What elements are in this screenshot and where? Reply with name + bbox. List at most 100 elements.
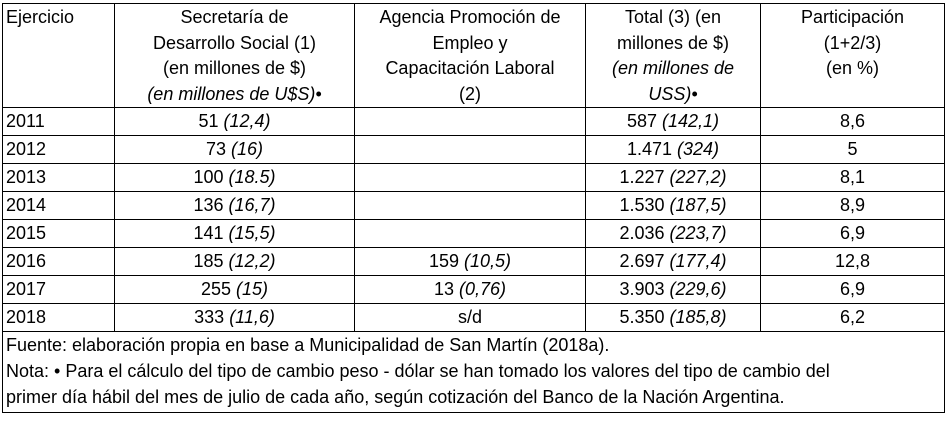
year-value: 2018 <box>6 307 47 327</box>
cell-participacion: 6,9 <box>760 275 945 304</box>
cell-participacion: 12,8 <box>760 247 945 276</box>
header-row: Ejercicio Secretaría de Desarrollo Socia… <box>2 3 945 108</box>
participacion-value: 6,9 <box>839 223 866 243</box>
cell-secretaria: 141 (15,5) <box>114 219 355 248</box>
cell-participacion: 8,1 <box>760 163 945 192</box>
table-row: 2016 185 (12,2) 159 (10,5) 2.697 (177,4) 12,… <box>2 247 945 276</box>
total-pesos: 1.471 <box>626 139 672 159</box>
sds-pesos: 141 <box>193 223 224 243</box>
cell-secretaria: 255 (15) <box>114 275 355 304</box>
year-value: 2011 <box>6 111 45 131</box>
total-pesos: 2.697 <box>619 251 665 271</box>
total-pesos: 5.350 <box>619 307 665 327</box>
cell-year: 2013 <box>2 163 115 192</box>
sds-usd: (12,4) <box>223 111 271 131</box>
cell-total: 1.471 (324) <box>585 135 761 164</box>
cell-secretaria: 136 (16,7) <box>114 191 355 220</box>
year-value: 2012 <box>6 139 47 159</box>
table-body: 2011 51 (12,4) 587 (142,1) 8,6 2012 73 (16) 1.… <box>2 107 945 332</box>
cell-agencia <box>354 135 586 164</box>
participacion-value: 8,6 <box>839 111 866 131</box>
total-pesos: 587 <box>626 111 657 131</box>
cell-secretaria: 100 (18.5) <box>114 163 355 192</box>
year-value: 2013 <box>6 167 47 187</box>
cell-secretaria: 333 (11,6) <box>114 303 355 332</box>
participacion-value: 6,9 <box>839 279 866 299</box>
participacion-value: 8,1 <box>839 167 866 187</box>
footer-row: Fuente: elaboración propia en base a Mun… <box>2 331 945 413</box>
sds-usd: (15,5) <box>228 223 276 243</box>
table-footnote: Fuente: elaboración propia en base a Mun… <box>2 331 945 413</box>
sds-pesos: 333 <box>194 307 225 327</box>
cell-year: 2012 <box>2 135 115 164</box>
note-line-2: primer día hábil del mes de julio de cad… <box>6 387 785 407</box>
sds-usd: (15) <box>236 279 269 299</box>
year-value: 2014 <box>6 195 47 215</box>
cell-agencia <box>354 191 586 220</box>
source-note: Fuente: elaboración propia en base a Mun… <box>6 335 610 355</box>
agencia-usd: (0,76) <box>459 279 507 299</box>
sds-usd: (12,2) <box>228 251 276 271</box>
sds-pesos: 185 <box>193 251 224 271</box>
cell-total: 2.697 (177,4) <box>585 247 761 276</box>
cell-total: 1.530 (187,5) <box>585 191 761 220</box>
total-pesos: 2.036 <box>619 223 665 243</box>
agencia-pesos: 159 <box>428 251 459 271</box>
cell-total: 1.227 (227,2) <box>585 163 761 192</box>
cell-year: 2018 <box>2 303 115 332</box>
header-secretaria: Secretaría de Desarrollo Social (1) (en … <box>114 3 355 108</box>
year-value: 2017 <box>6 279 47 299</box>
participacion-value: 5 <box>847 139 858 159</box>
total-usd: (324) <box>677 139 720 159</box>
total-usd: (185,8) <box>669 307 727 327</box>
total-usd: (227,2) <box>669 167 727 187</box>
sds-pesos: 73 <box>205 139 226 159</box>
cell-year: 2016 <box>2 247 115 276</box>
budget-table: Ejercicio Secretaría de Desarrollo Socia… <box>2 3 945 413</box>
sds-pesos: 255 <box>200 279 231 299</box>
sds-usd: (11,6) <box>229 307 275 327</box>
sds-usd: (18.5) <box>228 167 276 187</box>
cell-total: 3.903 (229,6) <box>585 275 761 304</box>
cell-participacion: 8,6 <box>760 107 945 136</box>
cell-participacion: 6,9 <box>760 219 945 248</box>
cell-total: 5.350 (185,8) <box>585 303 761 332</box>
sds-pesos: 100 <box>193 167 224 187</box>
table-row: 2018 333 (11,6) s/d 5.350 (185,8) 6,2 <box>2 303 945 332</box>
table-row: 2017 255 (15) 13 (0,76) 3.903 (229,6) 6,9 <box>2 275 945 304</box>
total-usd: (177,4) <box>669 251 727 271</box>
agencia-pesos: 13 <box>433 279 454 299</box>
cell-year: 2014 <box>2 191 115 220</box>
cell-participacion: 8,9 <box>760 191 945 220</box>
year-value: 2016 <box>6 251 47 271</box>
header-ejercicio: Ejercicio <box>2 3 115 108</box>
cell-total: 2.036 (223,7) <box>585 219 761 248</box>
agencia-usd: (10,5) <box>464 251 512 271</box>
header-participacion: Participación (1+2/3) (en %) <box>760 3 945 108</box>
header-total: Total (3) (en millones de $) (en millone… <box>585 3 761 108</box>
cell-year: 2015 <box>2 219 115 248</box>
table-row: 2011 51 (12,4) 587 (142,1) 8,6 <box>2 107 945 136</box>
total-usd: (229,6) <box>669 279 727 299</box>
cell-participacion: 6,2 <box>760 303 945 332</box>
table-row: 2015 141 (15,5) 2.036 (223,7) 6,9 <box>2 219 945 248</box>
cell-agencia <box>354 163 586 192</box>
cell-agencia <box>354 219 586 248</box>
table-row: 2012 73 (16) 1.471 (324) 5 <box>2 135 945 164</box>
total-pesos: 1.227 <box>619 167 665 187</box>
total-pesos: 3.903 <box>619 279 665 299</box>
cell-agencia: 159 (10,5) <box>354 247 586 276</box>
sds-usd: (16,7) <box>228 195 276 215</box>
sds-usd: (16) <box>231 139 264 159</box>
total-usd: (187,5) <box>669 195 727 215</box>
total-pesos: 1.530 <box>619 195 665 215</box>
cell-participacion: 5 <box>760 135 945 164</box>
total-usd: (223,7) <box>669 223 727 243</box>
table-row: 2014 136 (16,7) 1.530 (187,5) 8,9 <box>2 191 945 220</box>
participacion-value: 6,2 <box>839 307 866 327</box>
cell-year: 2011 <box>2 107 115 136</box>
participacion-value: 12,8 <box>834 251 871 271</box>
table-row: 2013 100 (18.5) 1.227 (227,2) 8,1 <box>2 163 945 192</box>
header-agencia: Agencia Promoción de Empleo y Capacitaci… <box>354 3 586 108</box>
